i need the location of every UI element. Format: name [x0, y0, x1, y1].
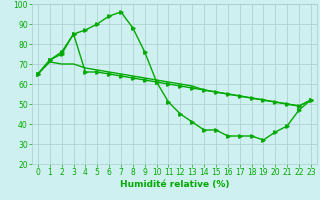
- X-axis label: Humidité relative (%): Humidité relative (%): [120, 180, 229, 189]
